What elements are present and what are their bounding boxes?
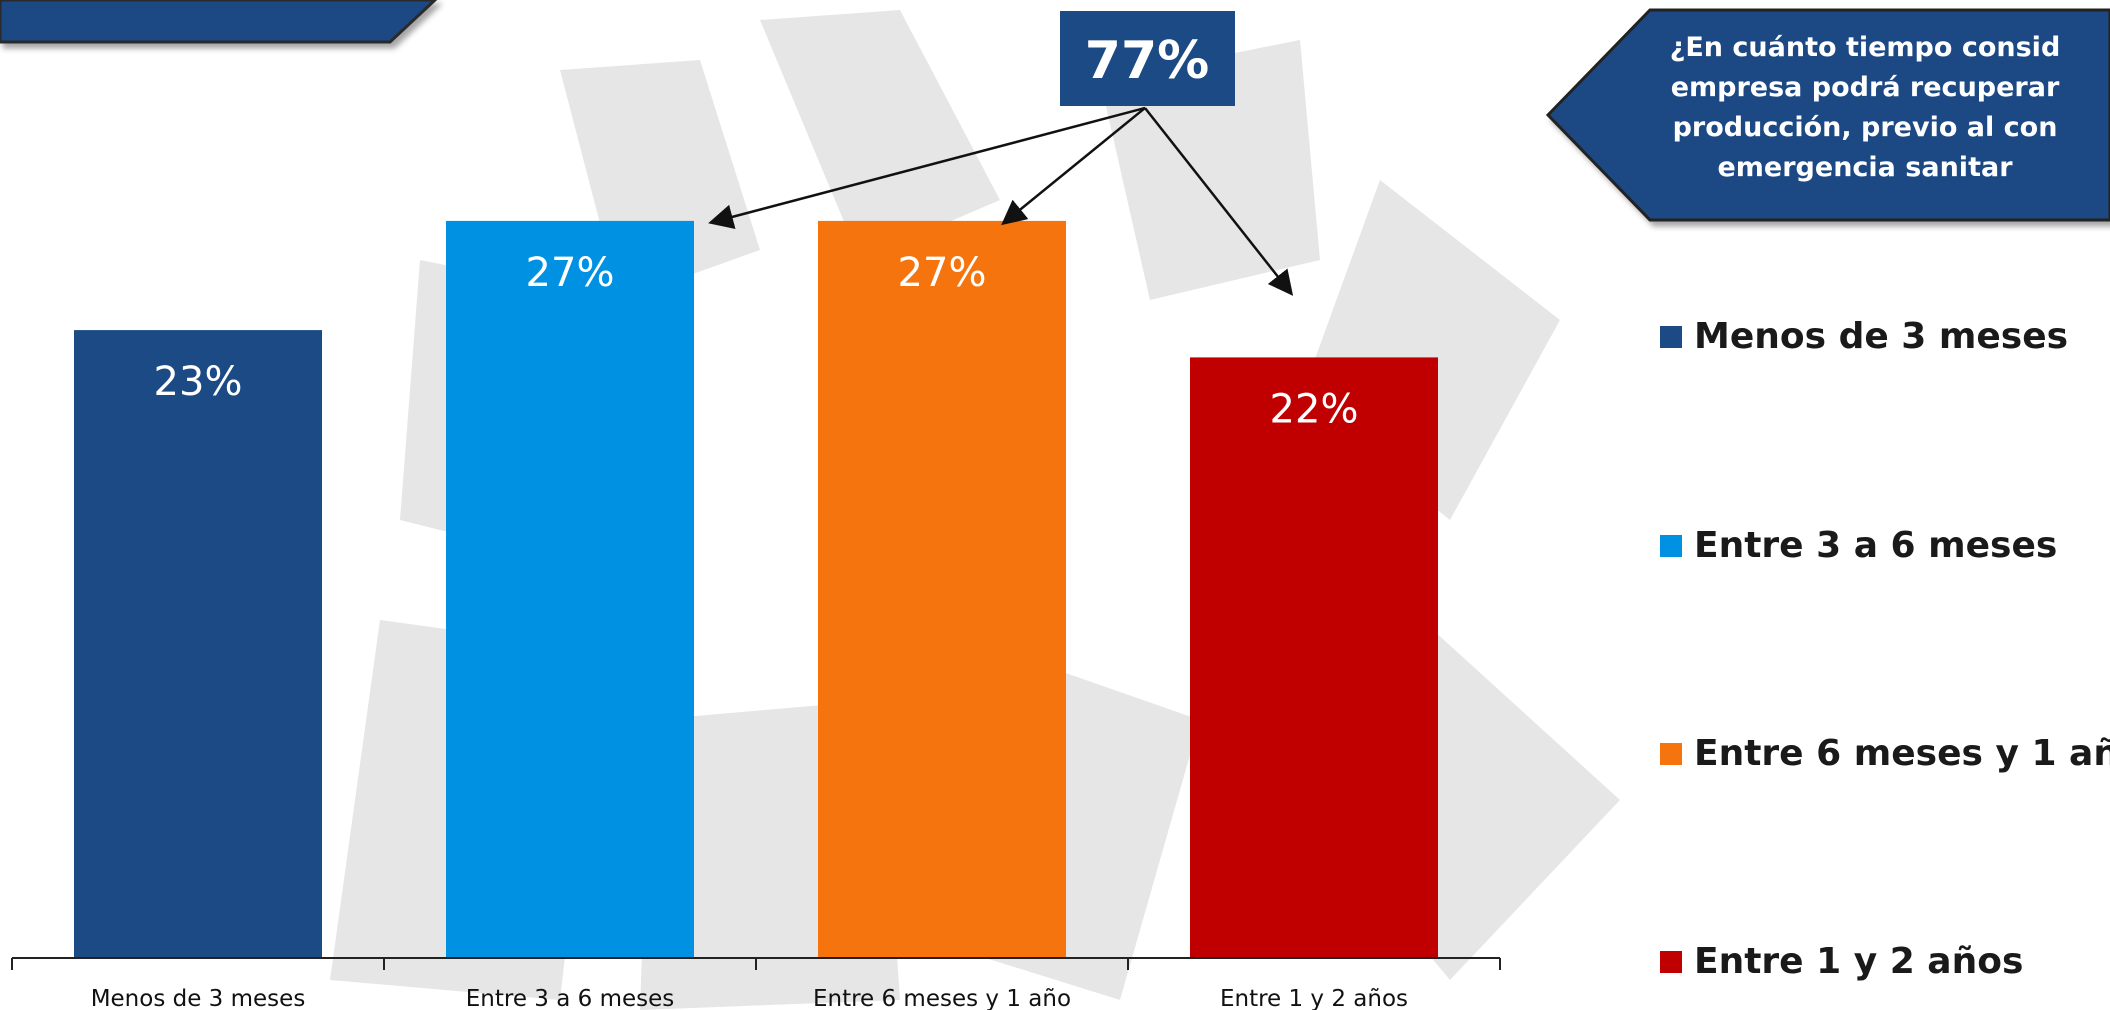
- legend: Menos de 3 meses Entre 3 a 6 meses Entre…: [1660, 0, 2110, 1010]
- x-tick-label: Menos de 3 meses: [91, 986, 306, 1010]
- x-tick-label: Entre 1 y 2 años: [1220, 986, 1408, 1010]
- bar-4: [1190, 357, 1438, 958]
- legend-label: Entre 6 meses y 1 año: [1694, 733, 2110, 774]
- bar-value-label: 27%: [898, 250, 987, 296]
- question-text: ¿En cuánto tiempo consid empresa podrá r…: [1669, 32, 2061, 183]
- bars-layer: 23% 27% 27% 22%: [74, 220, 1438, 959]
- bar-3: [818, 220, 1066, 958]
- question-callout-shape: [1545, 8, 2110, 222]
- summary-box: [1060, 11, 1235, 106]
- legend-swatch: [1660, 742, 1682, 765]
- legend-item-1-y-2-anos: Entre 1 y 2 años: [1660, 941, 2023, 982]
- arrow-to-bar-3: [1001, 107, 1146, 226]
- legend-item-menos-3-meses: Menos de 3 meses: [1660, 316, 2068, 357]
- legend-swatch: [1660, 950, 1682, 973]
- bar-value-label: 22%: [1270, 386, 1359, 432]
- arrow-to-bar-4: [1144, 107, 1294, 296]
- legend-swatch: [1660, 325, 1682, 348]
- top-left-banner: [0, 0, 438, 44]
- bar-2: [446, 220, 694, 958]
- bar-value-label: 27%: [526, 250, 615, 296]
- legend-item-6-meses-1-ano: Entre 6 meses y 1 año: [1660, 733, 2110, 774]
- x-tick-label: Entre 3 a 6 meses: [466, 986, 675, 1010]
- bar-value-label: 23%: [154, 359, 243, 405]
- summary-arrows: [708, 106, 1294, 296]
- legend-label: Entre 3 a 6 meses: [1694, 525, 2058, 566]
- bar-1: [74, 330, 322, 959]
- summary-label: 77%: [1085, 31, 1209, 91]
- x-axis: Menos de 3 meses Entre 3 a 6 meses Entre 6…: [11, 957, 1501, 1010]
- legend-item-3-a-6-meses: Entre 3 a 6 meses: [1660, 525, 2057, 566]
- legend-swatch: [1660, 534, 1682, 557]
- arrow-to-bar-2: [708, 106, 1146, 229]
- legend-label: Menos de 3 meses: [1694, 316, 2069, 357]
- legend-label: Entre 1 y 2 años: [1694, 941, 2024, 982]
- x-tick-label: Entre 6 meses y 1 año: [813, 986, 1071, 1010]
